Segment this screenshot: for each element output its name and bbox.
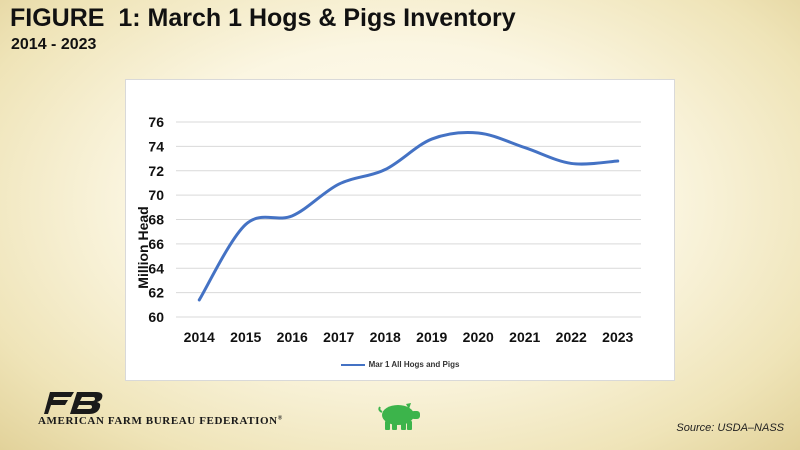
y-tick-label: 72 bbox=[148, 163, 164, 179]
x-tick-label: 2015 bbox=[230, 329, 261, 345]
x-tick-label: 2018 bbox=[370, 329, 401, 345]
x-tick-label: 2019 bbox=[416, 329, 447, 345]
y-tick-label: 62 bbox=[148, 285, 164, 301]
pig-icon bbox=[378, 403, 420, 430]
y-tick-label: 74 bbox=[148, 138, 164, 154]
legend: Mar 1 All Hogs and Pigs bbox=[126, 360, 674, 369]
figure-title: FIGURE 1: March 1 Hogs & Pigs Inventory bbox=[10, 4, 516, 32]
x-tick-label: 2014 bbox=[184, 329, 215, 345]
figure-subtitle: 2014 - 2023 bbox=[11, 36, 97, 53]
x-tick-label: 2017 bbox=[323, 329, 354, 345]
series-layer bbox=[197, 130, 620, 302]
afbf-logo: AMERICAN FARM BUREAU FEDERATION® bbox=[38, 392, 298, 432]
legend-swatch bbox=[340, 363, 365, 366]
gridlines bbox=[176, 121, 641, 318]
y-tick-label: 70 bbox=[148, 187, 164, 203]
x-tick-label: 2016 bbox=[277, 329, 308, 345]
y-tick-label: 68 bbox=[148, 212, 164, 228]
x-tick-labels: 2014 2015 2016 2017 2018 2019 2020 2021 2022 2023 bbox=[184, 329, 634, 345]
y-tick-label: 66 bbox=[148, 236, 164, 252]
y-axis-label: Million Head bbox=[135, 206, 151, 288]
chart-panel: 60 62 64 66 68 70 72 74 76 2014 2015 2016 2017 2018 2… bbox=[125, 79, 675, 381]
x-tick-label: 2023 bbox=[602, 329, 633, 345]
y-tick-label: 60 bbox=[148, 309, 164, 325]
series-line bbox=[197, 130, 620, 302]
fb-logo-icon bbox=[44, 392, 103, 414]
y-tick-labels: 60 62 64 66 68 70 72 74 76 bbox=[148, 114, 164, 325]
source-note: Source: USDA–NASS bbox=[676, 422, 784, 434]
organization-name: AMERICAN FARM BUREAU FEDERATION® bbox=[38, 415, 283, 427]
x-tick-label: 2022 bbox=[556, 329, 587, 345]
y-tick-label: 64 bbox=[148, 260, 164, 276]
x-tick-label: 2020 bbox=[463, 329, 494, 345]
x-tick-label: 2021 bbox=[509, 329, 540, 345]
y-tick-label: 76 bbox=[148, 114, 164, 130]
legend-label: Mar 1 All Hogs and Pigs bbox=[368, 360, 460, 369]
